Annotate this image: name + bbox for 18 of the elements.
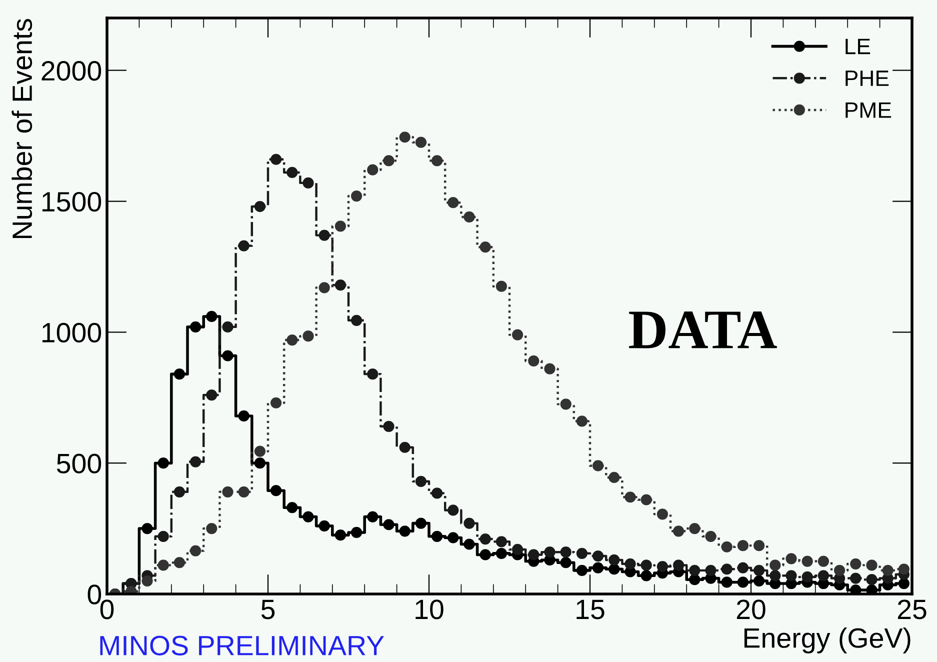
y-tick-label: 1000 <box>42 322 102 343</box>
y-axis-title: Number of Events <box>12 18 32 238</box>
x-axis-title: Energy (GeV) <box>744 628 910 654</box>
y-tick-label: 0 <box>88 584 102 604</box>
x-tick-label: 10 <box>416 600 444 620</box>
text: MINOS PRELIMINARY <box>100 636 384 656</box>
legend-label: PHE <box>846 70 889 86</box>
y-tick-label: 1500 <box>42 192 102 212</box>
x-tick-label: 5 <box>261 600 275 620</box>
legend-label: PME <box>846 102 892 118</box>
x-tick-label: 20 <box>736 600 766 620</box>
y-tick-label: 500 <box>56 454 102 474</box>
x-tick-label: 25 <box>898 600 926 620</box>
annotation: DATA <box>629 311 777 348</box>
y-tick-label: 2000 <box>42 61 102 81</box>
x-tick-label: 15 <box>576 600 604 620</box>
x-tick-label: 0 <box>100 600 114 620</box>
legend-label: LE <box>846 38 870 54</box>
